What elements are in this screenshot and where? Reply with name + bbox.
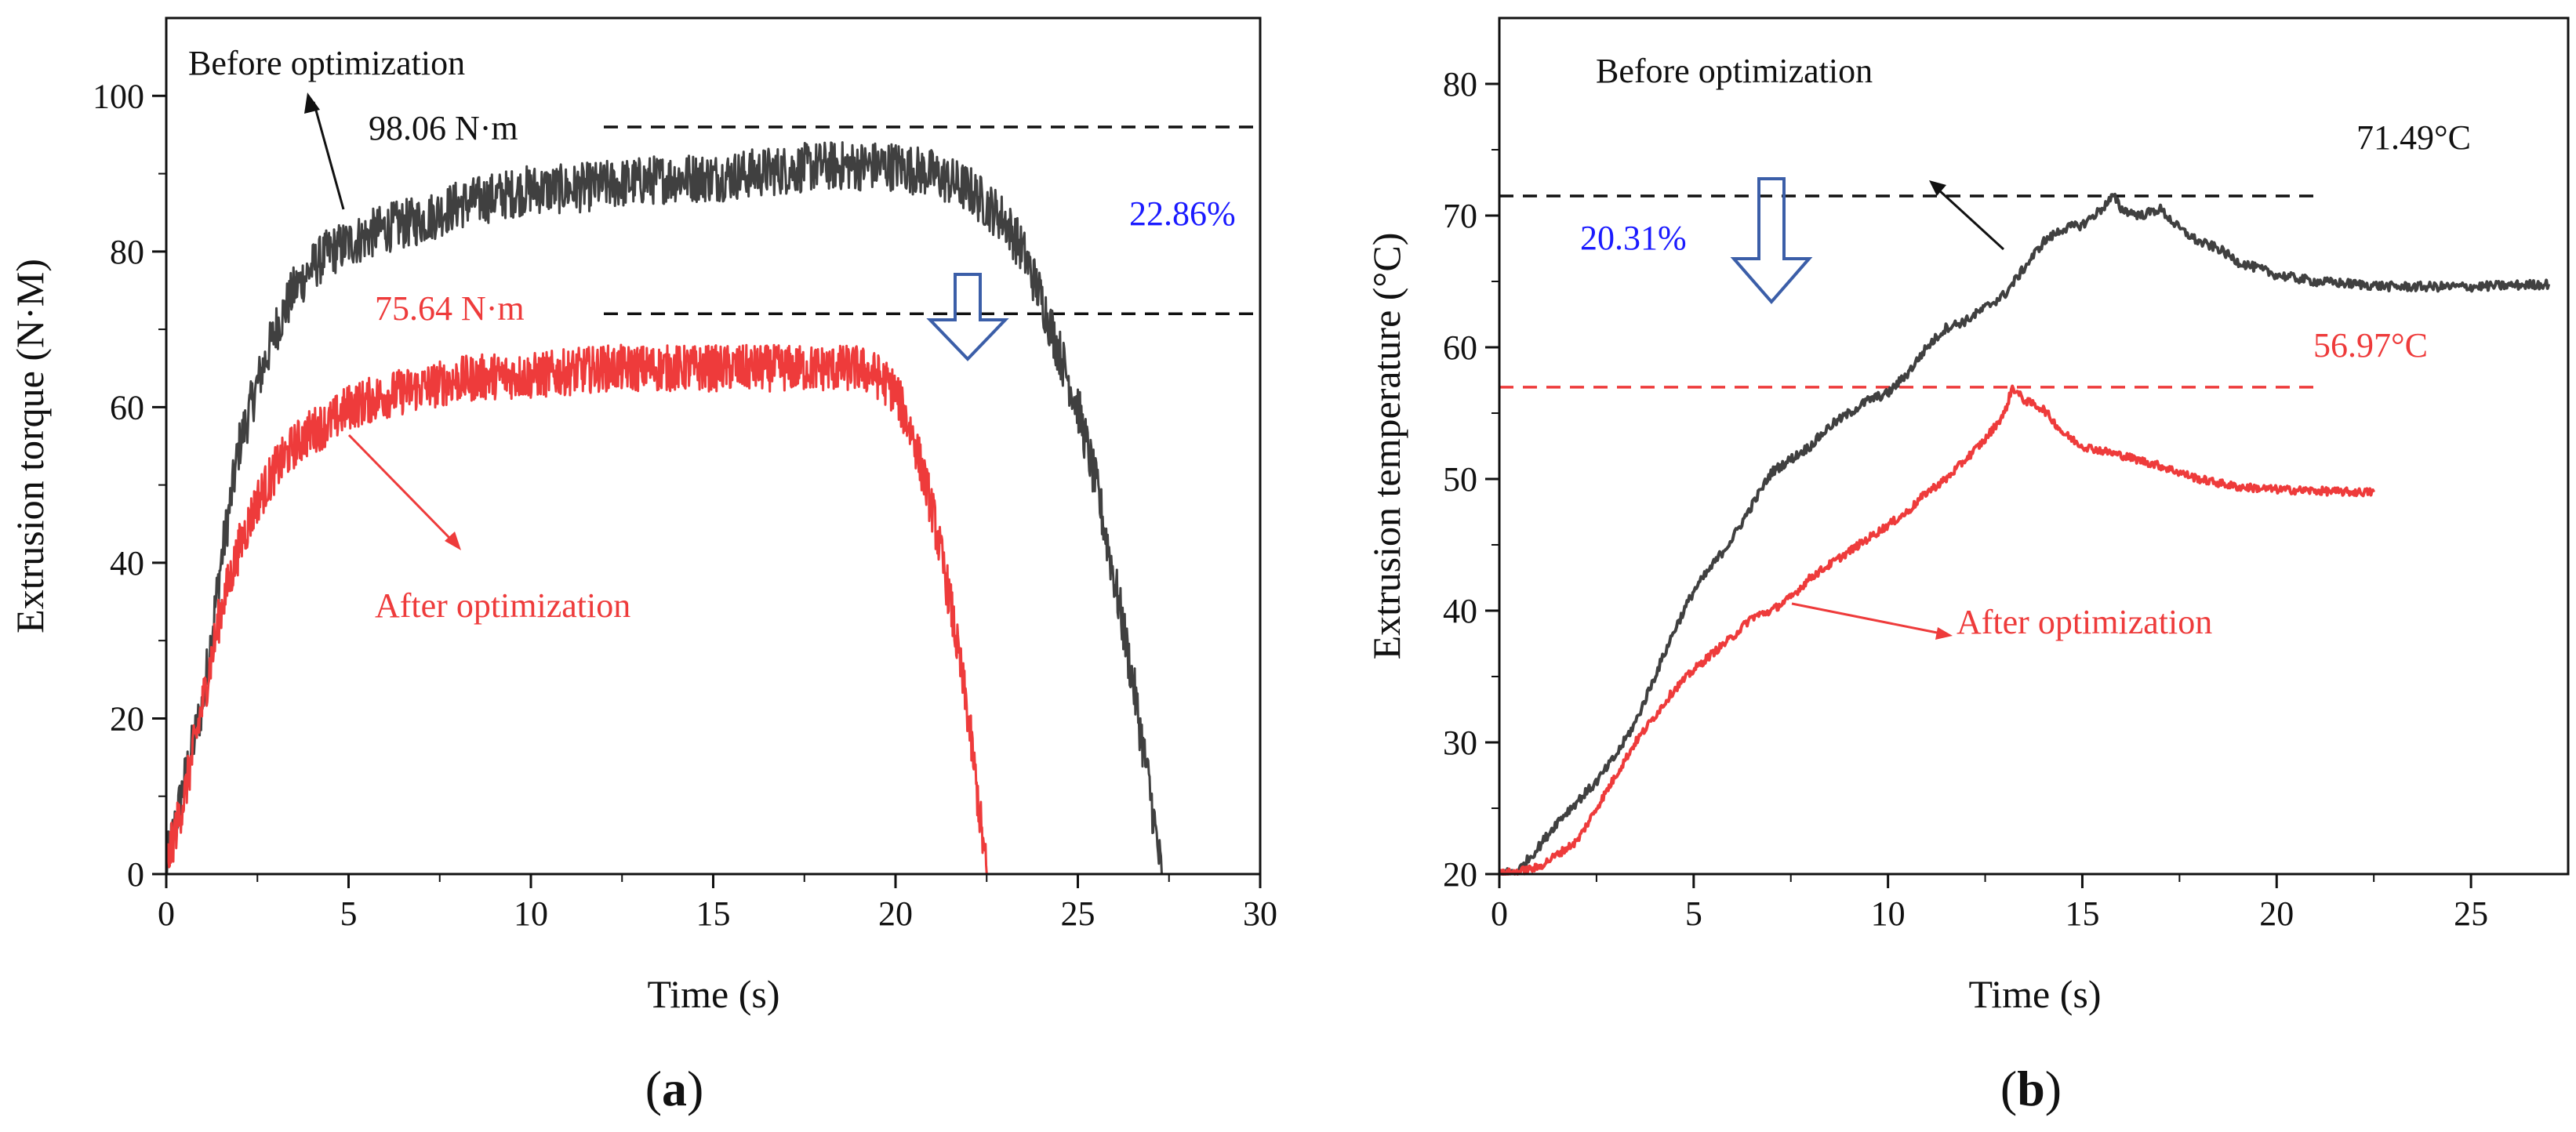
- x-tick-label: 10: [1871, 894, 1906, 933]
- y-tick-label: 100: [93, 77, 144, 115]
- y-tick-label: 60: [1443, 328, 1477, 367]
- panel-b-xlabel: Time (s): [1968, 972, 2101, 1016]
- x-tick-label: 25: [1061, 894, 1095, 933]
- panel-b-peak-before: 71.49°C: [2356, 118, 2471, 157]
- panel-b-reduction: 20.31%: [1580, 219, 1687, 257]
- x-tick-label: 15: [696, 894, 731, 933]
- panel-b-label: (b): [2000, 1061, 2062, 1116]
- panel-a-xlabel: Time (s): [647, 972, 779, 1016]
- series-line-before: [165, 141, 1163, 875]
- x-tick-label: 10: [514, 894, 548, 933]
- y-tick-label: 30: [1443, 724, 1477, 762]
- panel-b-arrow-before: [1929, 180, 2005, 251]
- panel-b-legend-before: Before optimization: [1596, 52, 1873, 90]
- y-tick-label: 40: [1443, 592, 1477, 630]
- y-tick-label: 50: [1443, 460, 1477, 499]
- panel-a-legend-after: After optimization: [375, 586, 630, 625]
- x-tick-label: 20: [878, 894, 913, 933]
- panel-a-peak-after: 75.64 N·m: [375, 289, 525, 328]
- panel-a-plot-frame: [165, 16, 1262, 876]
- panel-b-plot-frame: [1498, 16, 2570, 876]
- panel-b-down-arrow-icon: [1730, 177, 1813, 305]
- panel-b-arrow-after: [1791, 602, 1953, 640]
- panel-a-legend-before: Before optimization: [188, 44, 465, 82]
- x-tick-label: 30: [1243, 894, 1277, 933]
- panel-a-reduction: 22.86%: [1129, 194, 1236, 233]
- y-tick-label: 70: [1443, 197, 1477, 235]
- panel-b-peak-after: 56.97°C: [2313, 326, 2428, 365]
- y-tick-label: 20: [1443, 855, 1477, 894]
- series-line-before: [1498, 192, 2551, 876]
- y-tick-label: 40: [110, 544, 144, 582]
- x-tick-label: 20: [2259, 894, 2294, 933]
- panel-a-arrow-after: [347, 434, 461, 550]
- series-line-after: [1499, 384, 2376, 876]
- y-tick-label: 80: [1443, 65, 1477, 103]
- x-tick-label: 0: [1491, 894, 1508, 933]
- panel-a-ylabel: Extrusion torque (N·M): [8, 259, 52, 633]
- series-line-after: [165, 343, 988, 875]
- x-tick-label: 5: [1685, 894, 1702, 933]
- panel-a-label: (a): [645, 1061, 704, 1116]
- panel-b-ylabel: Extrusion temperature (°C): [1364, 233, 1408, 660]
- x-tick-label: 0: [158, 894, 175, 933]
- y-tick-label: 20: [110, 699, 144, 738]
- x-tick-label: 25: [2454, 894, 2488, 933]
- panel-a-peak-before: 98.06 N·m: [369, 109, 518, 147]
- x-tick-label: 5: [340, 894, 358, 933]
- panel-b-legend-after: After optimization: [1957, 603, 2212, 641]
- panel-b-temperature-chart: 0 5 10 15 20 25 20 30 40 50 60 70 80 Time (s) Extrus…: [1364, 16, 2570, 1116]
- panel-a-down-arrow-icon: [926, 273, 1009, 361]
- panel-a-arrow-before: [304, 93, 345, 210]
- y-tick-label: 80: [110, 233, 144, 271]
- panel-a-torque-chart: 0 5 10 15 20 25 30 0 20 40 60 80 100 Time (s) Extrus…: [8, 16, 1277, 1116]
- x-tick-label: 15: [2065, 894, 2099, 933]
- y-tick-label: 60: [110, 388, 144, 426]
- y-tick-label: 0: [127, 855, 144, 894]
